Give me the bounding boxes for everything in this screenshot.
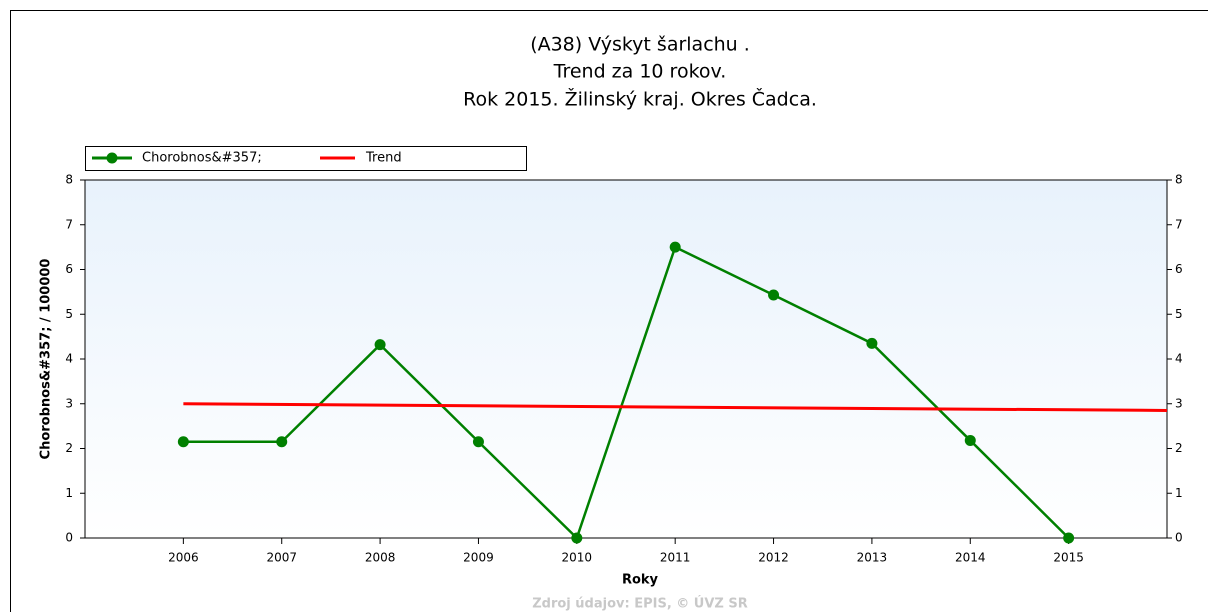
y2-tick-label: 2 — [1175, 441, 1183, 455]
y2-tick-label: 1 — [1175, 486, 1183, 500]
y-tick-label: 0 — [65, 531, 73, 545]
y-tick-label: 8 — [65, 173, 73, 187]
x-axis-label: Roky — [622, 573, 659, 588]
y-tick-label: 1 — [65, 486, 73, 500]
y-tick-label: 3 — [65, 396, 73, 410]
point — [375, 339, 386, 350]
chart-title: (A38) Výskyt šarlachu . — [530, 34, 750, 56]
y2-tick-label: 4 — [1175, 352, 1183, 366]
y2-tick-label: 7 — [1175, 217, 1183, 231]
point — [473, 436, 484, 447]
y2-tick-label: 5 — [1175, 307, 1183, 321]
chart-title: Trend za 10 rokov. — [553, 61, 727, 83]
x-tick-label: 2013 — [857, 551, 888, 565]
x-tick-label: 2010 — [562, 551, 593, 565]
y2-tick-label: 6 — [1175, 262, 1183, 276]
x-tick-label: 2008 — [365, 551, 396, 565]
x-tick-label: 2006 — [168, 551, 199, 565]
y-axis-label: Chorobnos&#357; / 100000 — [39, 259, 54, 460]
legend-swatch — [107, 153, 118, 164]
point — [571, 533, 582, 544]
y2-tick-label: 3 — [1175, 396, 1183, 410]
legend-label: Chorobnos&#357; — [142, 151, 262, 166]
y-tick-label: 6 — [65, 262, 73, 276]
y-tick-label: 4 — [65, 352, 73, 366]
x-tick-label: 2014 — [955, 551, 986, 565]
x-tick-label: 2011 — [660, 551, 691, 565]
y-tick-label: 5 — [65, 307, 73, 321]
point — [866, 338, 877, 349]
chart-title: Rok 2015. Žilinský kraj. Okres Čadca. — [463, 87, 817, 111]
y2-tick-label: 0 — [1175, 531, 1183, 545]
y-tick-label: 7 — [65, 217, 73, 231]
point — [965, 435, 976, 446]
x-tick-label: 2009 — [463, 551, 494, 565]
x-tick-label: 2015 — [1053, 551, 1084, 565]
point — [276, 436, 287, 447]
legend-label: Trend — [365, 151, 402, 166]
point — [178, 436, 189, 447]
x-tick-label: 2007 — [266, 551, 297, 565]
point — [1063, 533, 1074, 544]
point — [670, 242, 681, 253]
source: Zdroj údajov: EPIS, © ÚVZ SR — [532, 596, 748, 612]
plot-area — [85, 180, 1167, 538]
y-tick-label: 2 — [65, 441, 73, 455]
point — [768, 290, 779, 301]
y2-tick-label: 8 — [1175, 173, 1183, 187]
x-tick-label: 2012 — [758, 551, 789, 565]
